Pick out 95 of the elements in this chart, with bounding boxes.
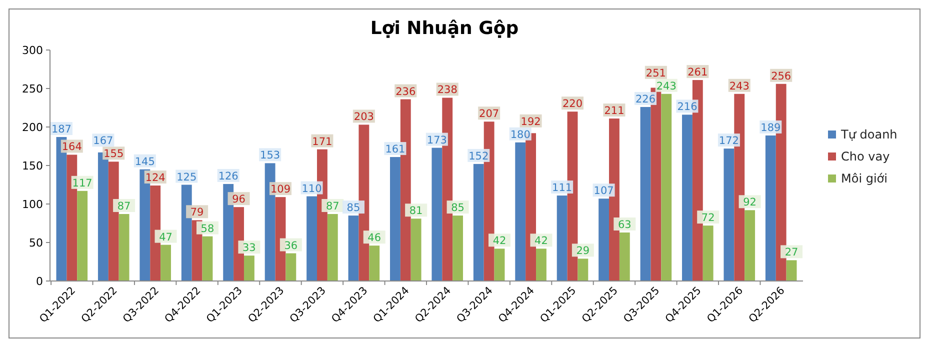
- data-label: 220: [562, 98, 583, 110]
- bar: [390, 157, 400, 281]
- data-label: 152: [468, 150, 489, 162]
- data-label: 96: [232, 194, 246, 206]
- data-label: 124: [145, 172, 166, 184]
- data-label: 46: [368, 232, 382, 244]
- bar: [77, 190, 88, 281]
- data-label: 85: [346, 202, 360, 214]
- data-label: 63: [618, 218, 632, 231]
- data-label: 172: [718, 135, 739, 148]
- data-label: 126: [218, 170, 239, 182]
- y-tick-label: 200: [22, 121, 43, 134]
- bar: [744, 210, 756, 281]
- bar: [202, 236, 213, 281]
- data-label: 42: [492, 235, 506, 248]
- bar: [661, 94, 672, 281]
- legend-label: Cho vay: [841, 150, 890, 164]
- data-label: 36: [284, 240, 298, 252]
- data-label: 203: [354, 111, 374, 124]
- data-label: 192: [520, 116, 541, 128]
- y-tick-label: 250: [22, 82, 43, 96]
- data-label: 87: [326, 200, 340, 213]
- bar: [348, 216, 359, 281]
- data-label: 256: [771, 70, 792, 82]
- bar: [578, 258, 588, 281]
- bar: [765, 135, 776, 281]
- data-label: 81: [409, 205, 423, 218]
- data-label: 153: [260, 150, 280, 162]
- bar: [410, 218, 422, 281]
- y-tick-label: 50: [29, 236, 43, 250]
- bar: [244, 256, 254, 281]
- data-label: 238: [437, 84, 458, 96]
- bar: [369, 246, 380, 281]
- data-label: 261: [688, 66, 708, 79]
- data-label: 207: [479, 108, 500, 120]
- data-label: 29: [576, 245, 590, 258]
- data-label: 243: [729, 80, 750, 92]
- data-label: 164: [62, 141, 82, 154]
- data-label: 145: [134, 156, 155, 168]
- data-label: 110: [302, 182, 322, 195]
- bar: [640, 106, 651, 281]
- data-label: 111: [552, 182, 572, 194]
- bar: [536, 248, 546, 281]
- bar: [432, 148, 442, 281]
- data-label: 109: [270, 184, 291, 196]
- data-label: 47: [159, 231, 172, 244]
- data-label: 251: [646, 67, 666, 80]
- data-label: 92: [743, 196, 756, 209]
- bar: [702, 226, 714, 281]
- data-label: 33: [242, 242, 256, 254]
- bar: [306, 196, 317, 281]
- bar: [473, 164, 484, 281]
- data-label: 236: [396, 86, 416, 98]
- data-label: 42: [534, 235, 548, 248]
- bar: [494, 248, 505, 281]
- legend-label: Tự doanh: [840, 128, 898, 142]
- bar: [682, 114, 692, 281]
- y-tick-label: 100: [22, 198, 43, 211]
- legend-label: Môi giới: [841, 172, 888, 186]
- data-label: 107: [594, 185, 614, 198]
- data-label: 79: [190, 206, 204, 219]
- data-label: 27: [784, 246, 798, 259]
- data-label: 155: [104, 148, 124, 160]
- bar: [160, 244, 171, 281]
- bar: [556, 196, 568, 281]
- data-label: 173: [426, 134, 447, 146]
- data-label: 58: [200, 222, 214, 235]
- data-label: 180: [510, 128, 530, 141]
- bar: [724, 148, 734, 281]
- y-tick-label: 0: [36, 275, 43, 288]
- bar: [452, 216, 463, 281]
- bar: [286, 253, 296, 281]
- data-label: 87: [117, 200, 131, 213]
- bar: [598, 198, 610, 281]
- bar: [327, 214, 338, 281]
- data-label: 187: [51, 124, 72, 136]
- bar: [786, 260, 797, 281]
- chart-title: Lợi Nhuận Gộp: [370, 18, 519, 39]
- data-label: 216: [677, 101, 698, 114]
- data-label: 189: [760, 122, 781, 134]
- bar: [515, 142, 526, 281]
- bar: [619, 232, 630, 281]
- data-label: 85: [451, 202, 464, 214]
- y-tick-label: 150: [22, 160, 43, 172]
- data-label: 167: [93, 135, 114, 148]
- data-label: 72: [701, 212, 715, 224]
- data-label: 171: [312, 136, 332, 148]
- data-label: 117: [72, 177, 92, 190]
- data-label: 161: [385, 144, 406, 156]
- data-label: 243: [656, 80, 676, 92]
- y-tick-label: 300: [22, 44, 43, 57]
- data-label: 211: [604, 105, 624, 118]
- data-label: 226: [635, 93, 656, 106]
- bar: [118, 214, 130, 281]
- data-label: 125: [176, 171, 197, 184]
